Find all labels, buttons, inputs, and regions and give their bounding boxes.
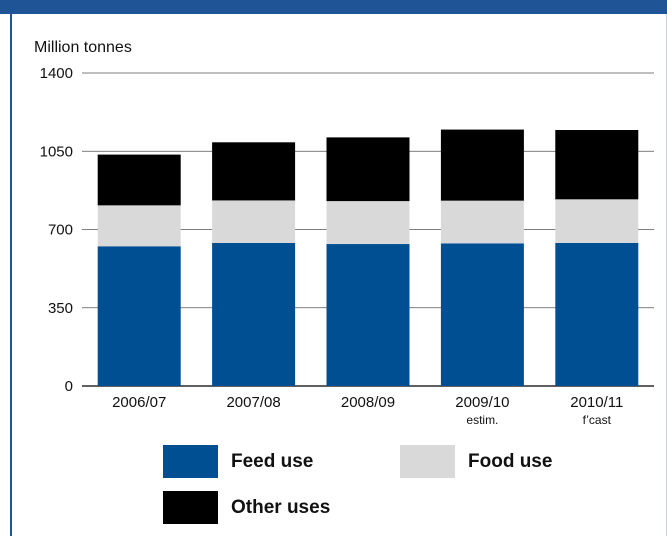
x-tick-sublabel: f’cast xyxy=(583,413,612,427)
y-tick-label-0: 0 xyxy=(65,378,73,395)
x-tick-label: 2007/08 xyxy=(226,394,280,411)
legend-label-food-use: Food use xyxy=(468,451,553,472)
x-tick-label: 2008/09 xyxy=(341,394,395,411)
x-tick-label: 2006/07 xyxy=(112,394,166,411)
legend-swatch-feed-use xyxy=(163,445,218,478)
bar-food-use-2008-09 xyxy=(326,201,410,245)
left-border xyxy=(10,14,12,536)
y-axis-label: Million tonnes xyxy=(34,39,132,56)
y-tick-label-350: 350 xyxy=(48,300,73,317)
bar-food-use-2006-07 xyxy=(97,205,181,247)
bar-feed-use-2009-10 xyxy=(440,243,524,386)
bar-other-uses-2009-10 xyxy=(440,129,524,201)
bar-feed-use-2006-07 xyxy=(97,246,181,386)
bar-feed-use-2008-09 xyxy=(326,244,410,386)
bar-food-use-2010-11 xyxy=(555,199,639,243)
legend-label-feed-use: Feed use xyxy=(231,451,314,472)
bar-food-use-2007-08 xyxy=(212,200,296,243)
header-bar xyxy=(0,0,667,14)
legend-label-other-uses: Other uses xyxy=(231,497,331,518)
bar-other-uses-2006-07 xyxy=(97,154,181,206)
y-tick-label-1400: 1400 xyxy=(40,65,73,82)
legend-swatch-food-use xyxy=(400,445,455,478)
stacked-bar-chart: Million tonnes 0 350 700 1050 1400 2006/07 20… xyxy=(34,39,654,427)
legend-swatch-other-uses xyxy=(163,491,218,524)
bar-feed-use-2007-08 xyxy=(212,242,296,386)
bar-food-use-2009-10 xyxy=(440,200,524,244)
x-tick-label: 2009/10 xyxy=(455,394,509,411)
bar-other-uses-2007-08 xyxy=(212,142,296,201)
y-tick-label-1050: 1050 xyxy=(40,143,73,160)
bar-other-uses-2008-09 xyxy=(326,137,410,202)
bar-feed-use-2010-11 xyxy=(555,242,639,386)
bar-other-uses-2010-11 xyxy=(555,130,639,200)
y-tick-label-700: 700 xyxy=(48,222,73,239)
x-tick-label: 2010/11 xyxy=(570,394,623,411)
x-tick-sublabel: estim. xyxy=(466,413,498,427)
